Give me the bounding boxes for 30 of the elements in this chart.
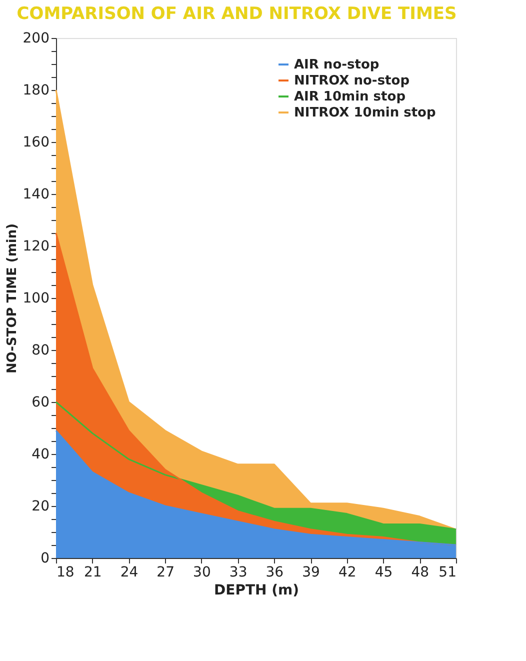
x-tick-label: 21 bbox=[84, 564, 102, 580]
y-tick-label: 180 bbox=[22, 82, 50, 98]
x-tick-label: 36 bbox=[266, 564, 284, 580]
chart-title: COMPARISON OF AIR AND NITROX DIVE TIMES bbox=[16, 4, 457, 24]
legend-label: NITROX no-stop bbox=[294, 74, 410, 88]
y-tick-label: 200 bbox=[22, 30, 50, 46]
x-tick-label: 42 bbox=[338, 564, 356, 580]
x-tick-label: 27 bbox=[156, 564, 175, 580]
x-tick-label: 45 bbox=[374, 564, 393, 580]
y-tick-label: 160 bbox=[22, 134, 50, 150]
y-axis-title: NO-STOP TIME (min) bbox=[4, 223, 20, 374]
x-tick-label: 18 bbox=[56, 564, 74, 580]
legend-label: NITROX 10min stop bbox=[294, 106, 436, 120]
y-tick-label: 120 bbox=[22, 238, 50, 254]
x-tick-label: 51 bbox=[438, 564, 456, 580]
y-tick-label: 140 bbox=[22, 186, 50, 202]
x-tick-label: 24 bbox=[120, 564, 138, 580]
x-tick-label: 33 bbox=[229, 564, 248, 580]
y-tick-label: 60 bbox=[32, 394, 50, 410]
legend-label: AIR 10min stop bbox=[294, 90, 406, 104]
legend-label: AIR no-stop bbox=[294, 58, 380, 72]
y-tick-label: 20 bbox=[32, 498, 50, 514]
x-tick-label: 48 bbox=[411, 564, 430, 580]
y-tick-label: 0 bbox=[40, 550, 50, 566]
x-axis-title: DEPTH (m) bbox=[214, 582, 299, 598]
x-tick-label: 30 bbox=[193, 564, 211, 580]
y-tick-label: 100 bbox=[22, 290, 50, 306]
x-tick-label: 39 bbox=[302, 564, 320, 580]
y-tick-label: 80 bbox=[32, 342, 50, 358]
y-tick-label: 40 bbox=[32, 446, 50, 462]
